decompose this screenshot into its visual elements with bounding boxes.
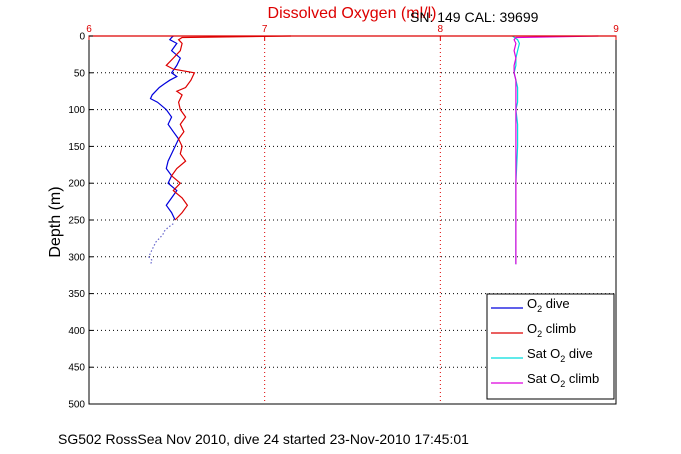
chart-caption: SG502 RossSea Nov 2010, dive 24 started …	[58, 431, 469, 447]
series-lines	[147, 35, 599, 265]
grid-lines	[89, 36, 616, 404]
x-tick-labels: 6 7 8 9	[86, 24, 619, 40]
y-tick-label: 250	[68, 216, 85, 227]
y-tick-label: 200	[68, 179, 85, 190]
y-tick-label: 450	[68, 363, 85, 374]
x-tick-label: 6	[86, 24, 92, 35]
x-tick-label: 9	[613, 24, 619, 35]
y-tick-label: 150	[68, 142, 85, 153]
legend-label: O2 dive	[527, 296, 570, 314]
series-o2-sparse-tail	[147, 223, 174, 265]
y-tick-labels: 0 50 100 150 200 250 300 350 400 450 500	[68, 32, 93, 411]
series-sat-o2-climb	[513, 35, 599, 265]
y-axis-label: Depth (m)	[47, 186, 64, 257]
legend-label: Sat O2 climb	[527, 371, 599, 389]
legend-label: Sat O2 dive	[527, 346, 593, 364]
series-o2-dive	[149, 35, 182, 221]
x-tick-label: 7	[262, 24, 268, 35]
legend-label: O2 climb	[527, 321, 576, 339]
series-o2-climb	[165, 35, 292, 221]
x-tick-label: 8	[438, 24, 444, 35]
legend: O2 dive O2 climb Sat O2 dive Sat O2 climb	[486, 293, 615, 400]
serial-info: SN: 149 CAL: 39699	[410, 9, 539, 25]
y-tick-label: 50	[74, 68, 86, 79]
y-tick-label: 300	[68, 252, 85, 263]
y-tick-label: 100	[68, 105, 85, 116]
chart-title: Dissolved Oxygen (ml/l)	[268, 5, 437, 22]
legend-box	[486, 293, 615, 400]
y-tick-label: 500	[68, 400, 85, 411]
y-tick-label: 400	[68, 326, 85, 337]
y-tick-label: 0	[79, 32, 85, 43]
y-tick-label: 350	[68, 289, 85, 300]
